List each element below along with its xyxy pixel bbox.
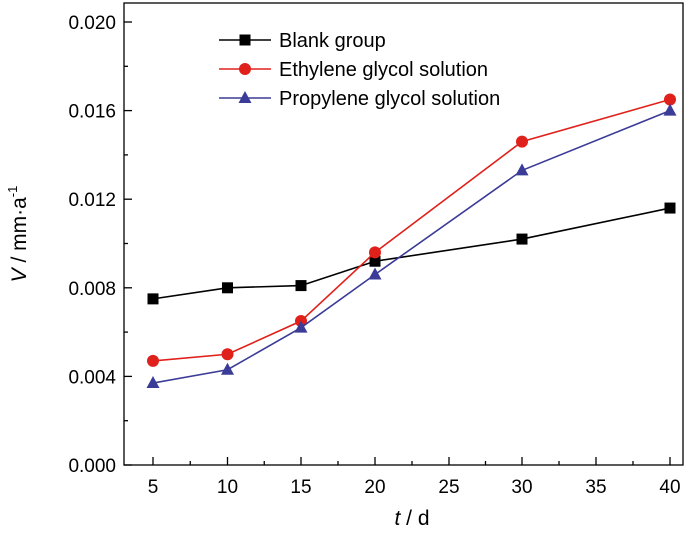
x-tick-label: 15 xyxy=(290,477,311,498)
data-point xyxy=(147,354,159,367)
y-tick-label: 0.000 xyxy=(68,456,116,477)
data-point xyxy=(239,63,251,75)
y-axis-label: V / mm·a-1 xyxy=(5,186,31,283)
series xyxy=(147,202,676,305)
x-tick-label: 5 xyxy=(148,477,159,498)
x-tick-label: 25 xyxy=(438,477,459,498)
data-point xyxy=(221,362,234,375)
series xyxy=(146,103,677,389)
series-layer xyxy=(146,93,677,389)
y-tick-label: 0.012 xyxy=(68,190,116,211)
x-axis-ticks: 5 10 15 20 25 30 35 40 xyxy=(148,457,681,498)
y-tick-label: 0.020 xyxy=(68,13,116,34)
data-point xyxy=(516,135,528,148)
data-point xyxy=(664,202,676,214)
data-point xyxy=(146,376,160,389)
data-point xyxy=(369,255,381,267)
data-point xyxy=(147,293,159,305)
series-line xyxy=(152,109,671,384)
plot-frame xyxy=(123,2,684,466)
data-point xyxy=(663,103,677,116)
x-tick-label: 20 xyxy=(364,477,385,498)
data-point xyxy=(369,246,381,259)
series-line xyxy=(152,98,671,362)
y-tick-label: 0.004 xyxy=(68,367,116,388)
data-point xyxy=(664,93,676,106)
legend-item: Blank group xyxy=(219,30,386,52)
data-point xyxy=(368,267,382,280)
legend-label: Propylene glycol solution xyxy=(279,88,500,110)
data-point xyxy=(295,280,307,292)
legend: Blank group Ethylene glycol solution Propy… xyxy=(219,30,500,110)
data-point xyxy=(238,91,252,103)
data-point xyxy=(239,34,251,46)
x-tick-label: 10 xyxy=(217,477,238,498)
y-tick-label: 0.008 xyxy=(68,279,116,300)
y-tick-label: 0.016 xyxy=(68,102,116,123)
series xyxy=(147,93,676,367)
series-line xyxy=(152,207,671,300)
legend-label: Blank group xyxy=(279,30,386,52)
legend-label: Ethylene glycol solution xyxy=(279,59,488,81)
data-point xyxy=(222,282,233,294)
data-point xyxy=(294,320,308,333)
data-point xyxy=(221,348,234,361)
x-tick-label: 30 xyxy=(511,477,532,498)
data-point xyxy=(515,163,529,176)
legend-item: Ethylene glycol solution xyxy=(219,59,488,81)
x-axis-label: t / d xyxy=(394,507,429,530)
x-tick-label: 35 xyxy=(585,477,606,498)
y-axis-ticks: 0.000 0.004 0.008 0.012 0.016 0.020 xyxy=(68,13,132,477)
legend-item: Propylene glycol solution xyxy=(219,88,500,110)
data-point xyxy=(516,233,528,245)
x-tick-label: 40 xyxy=(659,477,680,498)
